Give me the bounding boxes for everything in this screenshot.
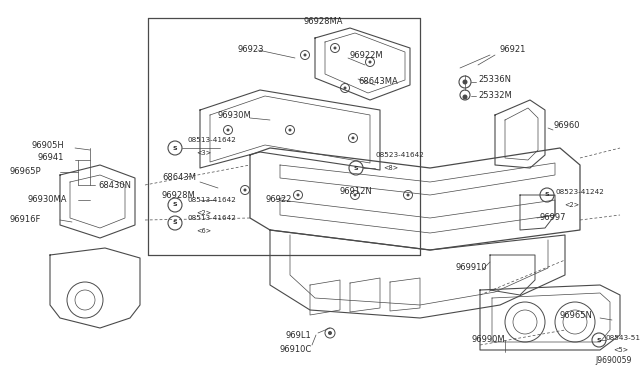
Text: 96922: 96922 [265,196,291,205]
Circle shape [328,331,332,335]
Text: 96922M: 96922M [350,51,383,60]
Text: J9690059: J9690059 [596,356,632,365]
Text: 969910: 969910 [455,263,486,273]
Text: 96930M: 96930M [218,112,252,121]
Circle shape [303,54,307,57]
Text: <6>: <6> [196,228,211,234]
Text: 96990M: 96990M [472,336,506,344]
Text: 08513-41642: 08513-41642 [188,197,237,203]
Circle shape [243,189,246,192]
Circle shape [344,87,346,90]
Circle shape [227,128,230,131]
Text: S: S [173,221,177,225]
Text: <5>: <5> [613,347,628,353]
Text: 68643M: 68643M [162,173,196,183]
Text: 96921: 96921 [500,45,526,55]
Text: <8>: <8> [383,165,398,171]
Text: S: S [545,192,549,198]
Circle shape [333,46,337,49]
Text: 08523-41242: 08523-41242 [556,189,605,195]
Text: <3>: <3> [196,150,211,156]
Circle shape [289,128,291,131]
Text: 96912N: 96912N [340,187,372,196]
Text: 96960: 96960 [553,121,579,129]
Text: 25336N: 25336N [478,76,511,84]
Circle shape [353,193,356,196]
Text: 08513-41642: 08513-41642 [188,137,237,143]
Text: 08523-41642: 08523-41642 [375,152,424,158]
Text: <2>: <2> [196,210,211,216]
Text: 96923: 96923 [237,45,264,55]
Text: 08513-41642: 08513-41642 [188,215,237,221]
Text: S: S [173,202,177,208]
Circle shape [463,80,467,84]
Text: 08543-51210: 08543-51210 [605,335,640,341]
Text: 96910C: 96910C [280,346,312,355]
Text: <2>: <2> [564,202,579,208]
Text: 969L1: 969L1 [285,330,311,340]
Text: S: S [596,337,602,343]
Text: 96916F: 96916F [10,215,42,224]
Text: 96941: 96941 [38,154,65,163]
Text: S: S [354,166,358,170]
Text: 96965P: 96965P [10,167,42,176]
Text: 68643MA: 68643MA [358,77,397,87]
Circle shape [406,193,410,196]
Text: 96930MA: 96930MA [28,196,67,205]
Text: 96965N: 96965N [560,311,593,320]
Circle shape [296,193,300,196]
Text: S: S [173,145,177,151]
Text: 68430N: 68430N [98,180,131,189]
Text: 96928M: 96928M [162,192,196,201]
Text: 25332M: 25332M [478,90,512,99]
Circle shape [351,137,355,140]
Text: 96905H: 96905H [32,141,65,150]
Text: 96997: 96997 [540,214,566,222]
Circle shape [369,61,371,64]
Text: 96928MA: 96928MA [303,17,342,26]
Circle shape [463,94,467,99]
